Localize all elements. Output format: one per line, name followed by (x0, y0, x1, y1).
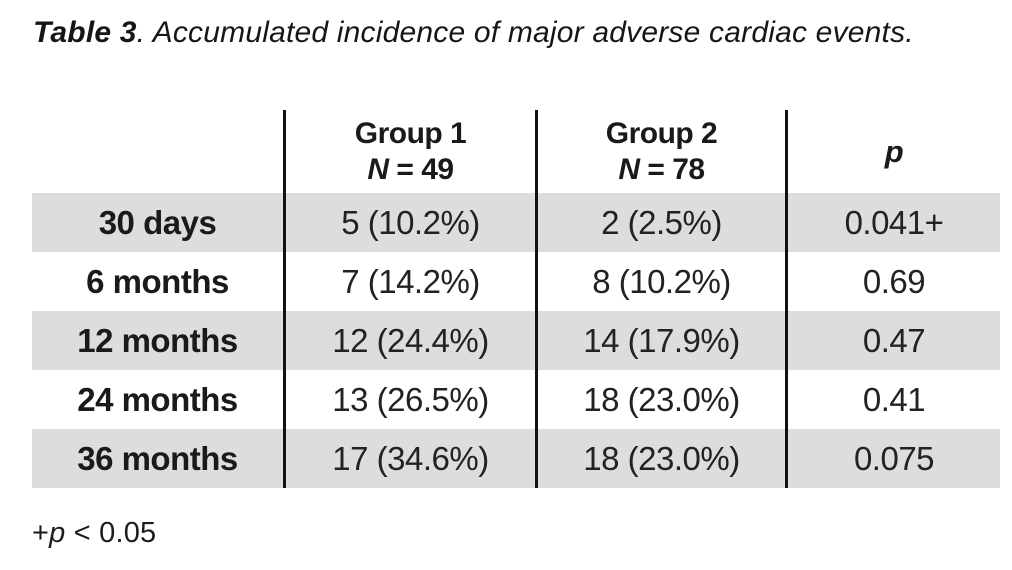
group2-title: Group 2 (605, 116, 718, 150)
footnote-p-symbol: p (49, 517, 66, 549)
footnote-plus: + (32, 517, 50, 549)
group1-n-value: = 49 (388, 152, 454, 186)
header-empty-cell (32, 110, 283, 193)
header-group1-cell: Group 1 N = 49 (283, 110, 535, 193)
table-number: Table 3 (33, 16, 137, 49)
row-label-30-days: 30 days (32, 193, 283, 252)
group2-value-cell: 14 (17.9%) (535, 311, 785, 370)
p-value-cell: 0.075 (785, 429, 1000, 488)
group2-value-cell: 8 (10.2%) (535, 252, 785, 311)
group1-value-cell: 17 (34.6%) (283, 429, 535, 488)
header-group2-cell: Group 2 N = 78 (535, 110, 785, 193)
p-value-cell: 0.41 (785, 370, 1000, 429)
group1-value-cell: 12 (24.4%) (283, 311, 535, 370)
p-column-label: p (884, 133, 904, 169)
group1-value-cell: 5 (10.2%) (283, 193, 535, 252)
group2-value-cell: 18 (23.0%) (535, 429, 785, 488)
group2-value-cell: 18 (23.0%) (535, 370, 785, 429)
group1-n: N = 49 (367, 152, 454, 188)
footnote-threshold: < 0.05 (65, 517, 157, 549)
group1-title: Group 1 (354, 116, 467, 150)
row-label-6-months: 6 months (86, 262, 229, 300)
row-label-36-months: 36 months (32, 429, 283, 488)
group1-n-symbol: N (367, 152, 389, 186)
group2-n-symbol: N (618, 152, 640, 186)
row-label-12-months: 12 months (32, 311, 283, 370)
significance-footnote: +p < 0.05 (32, 517, 156, 550)
group2-value-cell: 2 (2.5%) (535, 193, 785, 252)
group2-n-value: = 78 (639, 152, 705, 186)
header-p-cell: p (785, 110, 1000, 193)
group2-n: N = 78 (618, 152, 705, 188)
group1-value-cell: 13 (26.5%) (283, 370, 535, 429)
p-value-cell: 0.041+ (785, 193, 1000, 252)
p-value-cell: 0.69 (785, 252, 1000, 311)
mace-incidence-table: Group 1 N = 49 Group 2 N = 78 p 30 days … (32, 110, 1000, 488)
group1-value-cell: 7 (14.2%) (283, 252, 535, 311)
row-label-24-months: 24 months (77, 380, 238, 418)
table-caption-text: . Accumulated incidence of major adverse… (136, 16, 914, 49)
p-value-cell: 0.47 (785, 311, 1000, 370)
table-caption: Table 3. Accumulated incidence of major … (33, 16, 914, 50)
